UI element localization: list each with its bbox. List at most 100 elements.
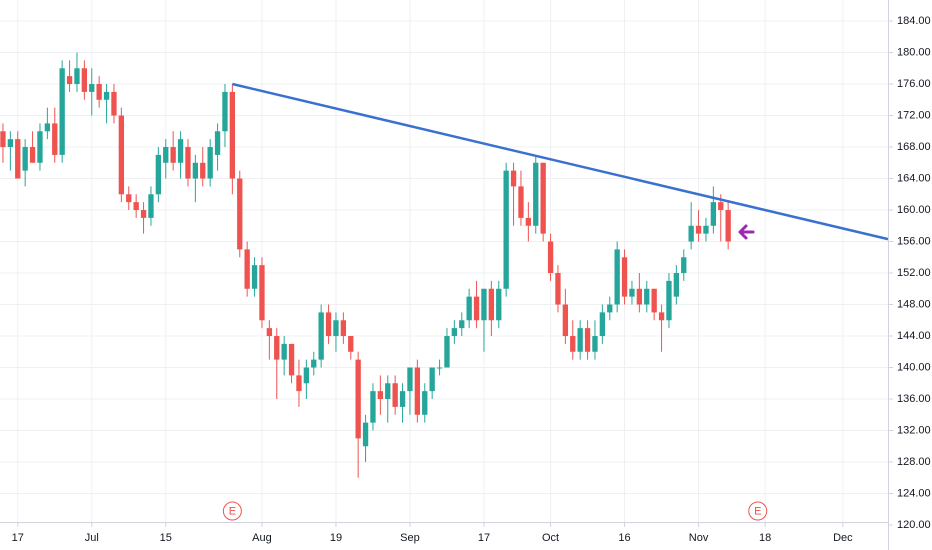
candle-body bbox=[385, 383, 391, 400]
candle-body bbox=[592, 336, 598, 352]
candle-body bbox=[518, 186, 524, 218]
candle-body bbox=[89, 84, 95, 92]
candle-body bbox=[473, 296, 480, 321]
y-tick-label: 144.00 bbox=[897, 330, 931, 342]
candle-body bbox=[644, 288, 650, 305]
candle-body bbox=[422, 391, 428, 415]
candle-body bbox=[570, 336, 576, 352]
candle-body bbox=[525, 217, 532, 226]
x-tick-label: Sep bbox=[400, 532, 420, 544]
candle-body bbox=[192, 162, 199, 179]
candle-body bbox=[503, 170, 509, 289]
candle-body bbox=[710, 202, 717, 226]
y-tick-label: 160.00 bbox=[897, 204, 931, 216]
y-tick-label: 148.00 bbox=[897, 298, 931, 310]
candle-body bbox=[59, 68, 65, 155]
candle-body bbox=[651, 288, 657, 313]
candle-body bbox=[148, 194, 154, 218]
arrow-annotation bbox=[738, 224, 755, 240]
x-tick-label: 17 bbox=[478, 532, 490, 544]
candle-body bbox=[15, 139, 21, 179]
candle-body bbox=[22, 147, 28, 171]
earnings-marker bbox=[222, 501, 242, 521]
candle-body bbox=[370, 391, 376, 423]
y-tick-label: 120.00 bbox=[897, 519, 931, 531]
candle-body bbox=[311, 359, 317, 368]
candles bbox=[0, 52, 731, 478]
candle-body bbox=[399, 391, 406, 407]
candle-body bbox=[488, 288, 495, 321]
earnings-label: E bbox=[754, 505, 761, 517]
candle-body bbox=[681, 257, 687, 274]
candle-body bbox=[170, 147, 176, 163]
candle-body bbox=[414, 367, 421, 415]
candle-body bbox=[222, 91, 228, 132]
candle-body bbox=[459, 320, 465, 329]
candle-body bbox=[163, 147, 169, 163]
candle-body bbox=[451, 328, 458, 337]
candle-body bbox=[377, 391, 384, 400]
candle-body bbox=[0, 131, 6, 148]
candle-body bbox=[29, 147, 36, 163]
y-tick-label: 176.00 bbox=[897, 78, 931, 90]
candle-body bbox=[325, 312, 332, 337]
candle-body bbox=[66, 76, 73, 85]
candle-body bbox=[533, 162, 539, 226]
candle-body bbox=[607, 304, 613, 313]
candle-body bbox=[444, 336, 450, 368]
candle-body bbox=[274, 336, 280, 360]
candle-body bbox=[118, 115, 125, 195]
candle-body bbox=[74, 68, 80, 85]
y-tick-label: 172.00 bbox=[897, 109, 931, 121]
candle-body bbox=[466, 296, 472, 321]
x-tick-label: 17 bbox=[12, 532, 24, 544]
candle-body bbox=[540, 162, 546, 234]
candle-body bbox=[555, 273, 561, 305]
candle-body bbox=[140, 210, 147, 218]
x-tick-label: Jul bbox=[85, 532, 99, 544]
y-tick-label: 164.00 bbox=[897, 172, 931, 184]
x-tick-label: 15 bbox=[160, 532, 172, 544]
candle-body bbox=[281, 343, 287, 360]
candle-body bbox=[584, 328, 591, 352]
x-tick-label: 18 bbox=[759, 532, 771, 544]
candle-body bbox=[133, 202, 139, 211]
candle-body bbox=[599, 312, 606, 337]
candle-body bbox=[481, 288, 487, 321]
candle-body bbox=[562, 304, 569, 337]
candle-body bbox=[621, 257, 628, 297]
y-tick-label: 132.00 bbox=[897, 424, 931, 436]
candle-body bbox=[155, 154, 162, 195]
x-tick-label: 19 bbox=[330, 532, 342, 544]
candle-body bbox=[318, 312, 324, 360]
candle-body bbox=[636, 288, 643, 305]
earnings-label: E bbox=[229, 505, 236, 517]
candle-body bbox=[237, 178, 243, 250]
candle-body bbox=[177, 139, 184, 163]
x-tick-label: 16 bbox=[618, 532, 630, 544]
y-tick-label: 140.00 bbox=[897, 361, 931, 373]
candle-body bbox=[703, 225, 709, 234]
trend-line bbox=[232, 82, 889, 241]
candle-body bbox=[296, 375, 302, 392]
y-tick-label: 136.00 bbox=[897, 393, 931, 405]
candle-body bbox=[251, 265, 258, 289]
y-tick-label: 128.00 bbox=[897, 456, 931, 468]
candle-body bbox=[96, 84, 102, 100]
candle-body bbox=[695, 225, 702, 234]
y-tick-label: 124.00 bbox=[897, 487, 931, 499]
candle-body bbox=[81, 68, 88, 92]
x-tick-label: Oct bbox=[542, 532, 559, 544]
candle-body bbox=[629, 288, 635, 297]
y-tick-label: 168.00 bbox=[897, 141, 931, 153]
candle-body bbox=[510, 170, 517, 187]
candle-body bbox=[436, 367, 443, 369]
y-tick-label: 180.00 bbox=[897, 46, 931, 58]
candle-body bbox=[207, 147, 213, 179]
candle-body bbox=[126, 194, 132, 203]
candle-body bbox=[362, 422, 369, 447]
candle-body bbox=[303, 367, 310, 384]
candle-body bbox=[266, 328, 273, 337]
